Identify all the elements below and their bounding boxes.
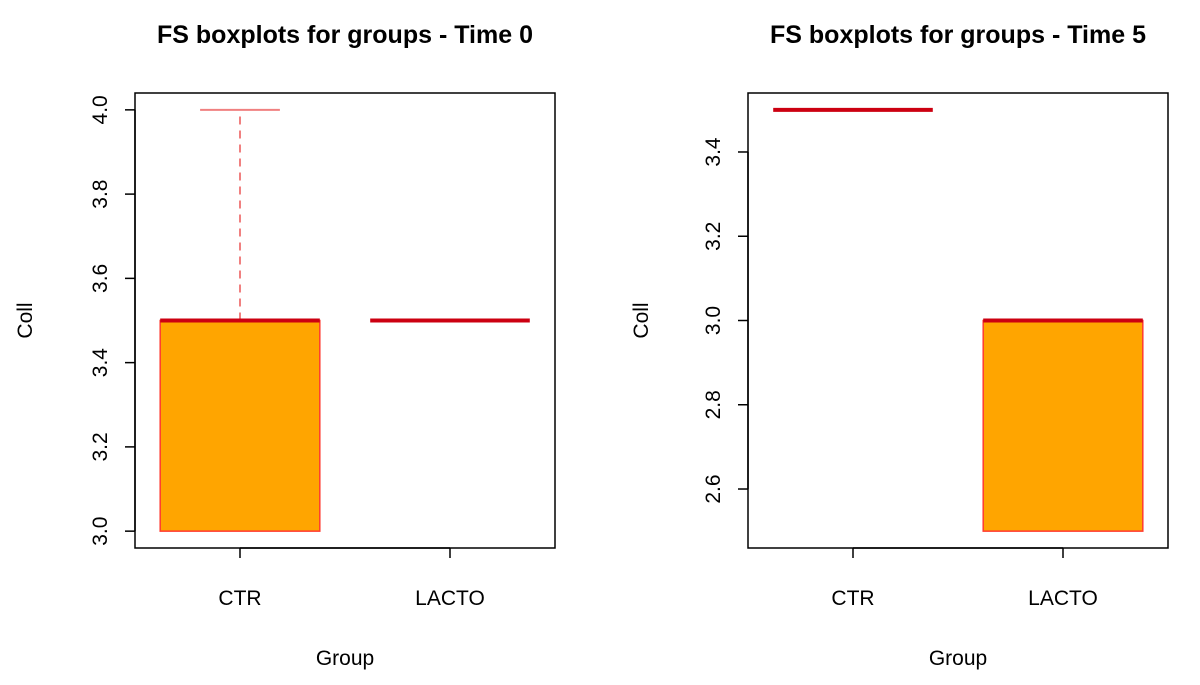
y-tick-label: 3.2 <box>702 222 725 251</box>
x-tick-label-lacto: LACTO <box>1028 587 1098 610</box>
chart-title: FS boxplots for groups - Time 0 <box>157 21 533 49</box>
x-tick-label-ctr: CTR <box>218 587 261 610</box>
x-tick-label-ctr: CTR <box>831 587 874 610</box>
y-axis-label: Coll <box>630 302 653 338</box>
chart-title: FS boxplots for groups - Time 5 <box>770 21 1146 49</box>
box-lacto <box>982 318 1144 532</box>
y-tick-label: 3.0 <box>702 306 725 335</box>
y-tick-label: 3.2 <box>89 432 112 461</box>
x-axis-label: Group <box>316 647 374 670</box>
box-ctr <box>159 108 321 532</box>
y-tick-label: 3.0 <box>89 517 112 546</box>
box-body <box>982 319 1144 532</box>
y-tick-label: 3.6 <box>89 264 112 293</box>
chart-time-0: FS boxplots for groups - Time 0 3.0 3.2 3.4… <box>14 21 556 670</box>
x-axis-label: Group <box>929 647 987 670</box>
x-tick-label-lacto: LACTO <box>415 587 485 610</box>
y-tick-label: 3.8 <box>89 180 112 209</box>
y-tick-label: 2.8 <box>702 390 725 419</box>
chart-time-5: FS boxplots for groups - Time 5 2.6 2.8 3.0… <box>630 21 1169 670</box>
y-tick-label: 2.6 <box>702 474 725 503</box>
y-tick-label: 3.4 <box>702 137 725 167</box>
box-body <box>159 319 321 532</box>
y-tick-label: 4.0 <box>89 95 112 124</box>
y-tick-label: 3.4 <box>89 348 112 378</box>
y-axis-label: Coll <box>14 302 37 338</box>
